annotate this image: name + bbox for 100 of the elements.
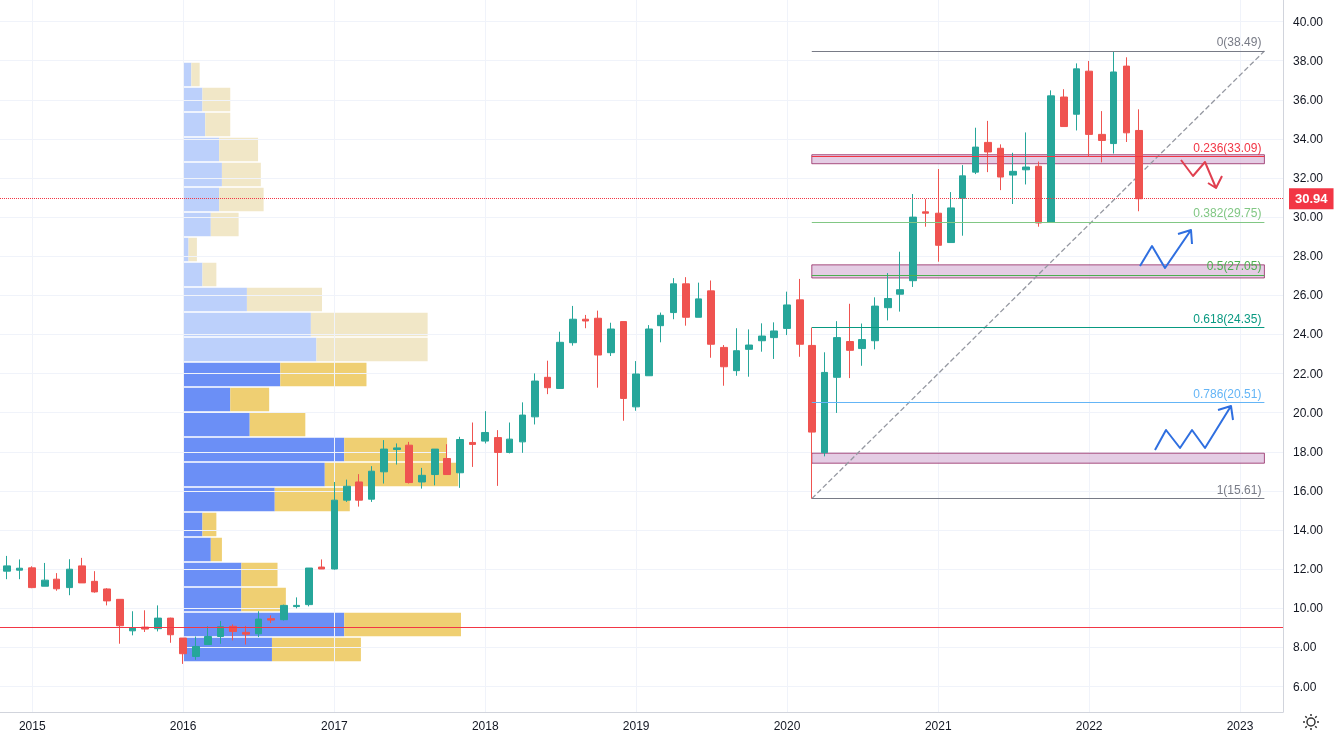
candlestick: [922, 198, 929, 228]
candlestick: [154, 604, 162, 632]
bar: [210, 537, 222, 562]
bar: [183, 137, 220, 162]
bar: [183, 262, 203, 287]
candlestick: [331, 481, 338, 571]
x-tick-label: 2016: [169, 719, 197, 733]
bar: [183, 437, 345, 462]
x-tick-label: 2015: [18, 719, 46, 733]
y-tick-label: 40.00: [1293, 14, 1324, 29]
candlestick: [469, 422, 476, 468]
candlestick: [896, 251, 904, 313]
candlestick: [343, 479, 351, 503]
y-tick-label: 30.00: [1293, 210, 1324, 225]
bar: [183, 587, 242, 612]
ref-line-label: 0.618(24.35): [1193, 311, 1262, 326]
candlestick: [833, 320, 841, 414]
candlestick: [28, 565, 36, 589]
ref-line-label: 0.786(20.51): [1193, 386, 1262, 401]
y-tick-label: 34.00: [1293, 131, 1324, 146]
candlestick: [355, 473, 363, 508]
candlestick: [871, 296, 879, 350]
y-tick-label: 18.00: [1293, 444, 1324, 459]
candlestick: [1035, 161, 1042, 228]
x-tick-label: 2022: [1075, 719, 1103, 733]
candlestick: [3, 555, 11, 580]
candlestick: [380, 439, 388, 485]
y-tick-label: 36.00: [1293, 92, 1324, 107]
bar: [241, 587, 286, 612]
ref-line-label: 1(15.61): [1216, 482, 1262, 497]
bar: [183, 562, 242, 587]
candlestick: [1135, 108, 1143, 212]
candlestick: [267, 614, 275, 624]
candlestick: [506, 422, 513, 454]
x-tick-label: 2020: [773, 719, 801, 733]
y-tick-label: 10.00: [1293, 601, 1324, 616]
candlestick: [569, 305, 577, 347]
ref-line-label: 0.236(33.09): [1193, 140, 1262, 155]
candlestick: [431, 448, 439, 486]
candlestick: [632, 360, 640, 412]
y-tick-label: 16.00: [1293, 483, 1324, 498]
candlestick: [1060, 88, 1068, 128]
candlestick: [796, 278, 804, 358]
candlestick: [620, 321, 627, 422]
candlestick: [707, 280, 715, 359]
candlestick: [959, 164, 966, 237]
y-tick-label: 32.00: [1293, 171, 1324, 185]
candlestick: [456, 436, 464, 489]
bar: [183, 412, 250, 437]
candlestick: [204, 625, 212, 646]
bar: [280, 362, 367, 387]
candlestick: [884, 272, 892, 321]
candlestick: [582, 314, 589, 329]
candlestick: [494, 429, 502, 487]
candlestick: [16, 558, 23, 580]
y-tick-label: 20.00: [1293, 405, 1324, 420]
candlestick: [280, 604, 288, 621]
candlestick: [695, 282, 702, 318]
y-tick-label: 24.00: [1293, 327, 1324, 342]
candlestick: [657, 312, 664, 343]
bar: [219, 187, 264, 212]
candlestick: [116, 598, 124, 645]
bar: [183, 287, 247, 312]
candlestick: [594, 310, 602, 389]
candlestick: [305, 567, 313, 607]
candlestick: [41, 562, 49, 587]
candlestick: [179, 637, 187, 665]
candlestick: [909, 193, 917, 288]
candlestick: [1047, 89, 1055, 223]
candlestick: [858, 323, 866, 367]
bar: [210, 212, 239, 237]
y-tick-label: 14.00: [1293, 523, 1324, 538]
candlestick: [846, 303, 854, 379]
candlestick: [368, 465, 375, 503]
candlestick: [167, 617, 174, 644]
bar: [183, 312, 311, 337]
bar: [191, 62, 200, 87]
candlestick: [821, 351, 828, 457]
ref-line-label: 30.94: [1295, 191, 1329, 207]
candlestick: [293, 596, 300, 609]
y-tick-label: 22.00: [1293, 366, 1324, 381]
x-tick-label: 2019: [622, 719, 650, 733]
bar: [183, 387, 231, 412]
y-tick-label: 8.00: [1293, 640, 1317, 655]
candlestick: [1022, 131, 1030, 185]
bar: [183, 362, 281, 387]
candlestick: [770, 321, 778, 360]
candlestick: [682, 276, 690, 327]
candlestick: [242, 625, 250, 646]
bar: [188, 237, 197, 262]
candlestick: [808, 327, 816, 500]
candlestick: [481, 410, 489, 444]
bar: [202, 512, 217, 537]
bar: [221, 162, 261, 187]
candlestick: [192, 636, 200, 661]
bar: [183, 162, 222, 187]
bar: [183, 112, 206, 137]
bar: [344, 612, 461, 637]
candlestick: [783, 291, 791, 336]
candlestick: [556, 331, 564, 389]
